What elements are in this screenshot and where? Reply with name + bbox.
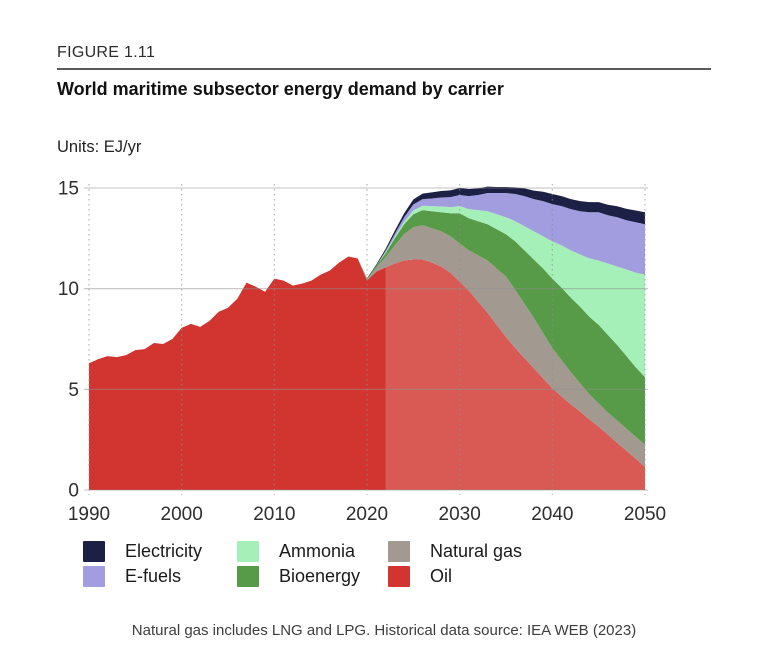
legend-item-bioenergy: Bioenergy [237,564,388,589]
legend-label: Oil [430,566,452,586]
electricity-area [89,186,645,364]
axis-labels: 0 5 10 15 1990 2000 2010 2020 2030 2040 2050 [58,179,666,526]
x-axis-tick-label: 2040 [531,504,573,525]
x-axis-tick-label: 2010 [253,504,295,525]
oil-area-historical [89,256,386,490]
bioenergy-swatch [237,566,259,587]
x-axis-tick-label: 2030 [439,504,481,525]
legend-item-electricity: Electricity [83,539,237,564]
legend-label: Electricity [125,541,203,561]
legend-row: E-fuels Bioenergy Oil [83,564,522,589]
legend-item-e-fuels: E-fuels [83,564,237,589]
oil-swatch [388,566,410,587]
header-divider [57,68,711,70]
area-bands [89,186,645,490]
x-axis-tick-label: 2020 [346,504,388,525]
figure-number-label: FIGURE 1.11 [57,44,156,61]
units-label: Units: EJ/yr [57,138,142,156]
footnote: Natural gas includes LNG and LPG. Histor… [131,622,637,639]
electricity-swatch [83,541,105,562]
stacked-area-chart: 0 5 10 15 1990 2000 2010 2020 2030 2040 2050 [58,179,666,526]
y-axis-tick-label: 0 [68,481,79,502]
x-axis-tick-label: 2000 [161,504,203,525]
x-axis-tick-label: 1990 [68,504,110,525]
legend-item-oil: Oil [388,564,452,589]
natural-gas-swatch [388,541,410,562]
chart-legend: Electricity Ammonia Natural gas E-fuels … [83,539,522,589]
legend-label: Natural gas [430,541,523,561]
gridlines [84,184,648,495]
y-axis-tick-label: 5 [68,380,79,401]
legend-row: Electricity Ammonia Natural gas [83,539,522,564]
oil-area-projection [385,259,645,490]
legend-label: Bioenergy [279,566,361,586]
legend-label: E-fuels [125,566,182,586]
ammonia-swatch [237,541,259,562]
y-axis-tick-label: 10 [58,279,79,300]
figure-title: World maritime subsector energy demand b… [57,79,504,99]
x-axis-tick-label: 2050 [624,504,666,525]
natural-gas-area [89,225,645,467]
bioenergy-area [89,210,645,445]
y-axis-tick-label: 15 [58,179,79,200]
e-fuels-swatch [83,566,105,587]
legend-label: Ammonia [279,541,356,561]
legend-item-ammonia: Ammonia [237,539,388,564]
legend-item-natural-gas: Natural gas [388,539,522,564]
